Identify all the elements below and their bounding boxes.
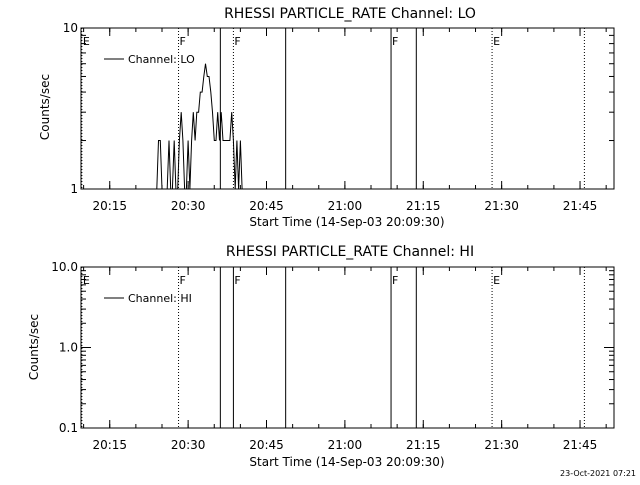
panel-lo-title: RHESSI PARTICLE_RATE Channel: LO <box>224 6 476 22</box>
panel-hi-ytick-label: 0.1 <box>59 421 78 435</box>
panel-hi-xtick-label: 21:30 <box>484 438 519 452</box>
panel-hi-xlabel: Start Time (14-Sep-03 20:09:30) <box>249 455 444 469</box>
panel-lo-event-label: F <box>392 35 398 48</box>
panel-hi-xtick-label: 20:30 <box>171 438 206 452</box>
panel-lo-event-label: E <box>83 35 90 48</box>
panel-hi-event-label: E <box>493 274 500 287</box>
panel-hi-event-label: F <box>392 274 398 287</box>
panel-hi-xtick-label: 21:00 <box>328 438 363 452</box>
panel-hi-xtick-label: 20:45 <box>249 438 284 452</box>
panel-lo-frame <box>80 27 615 190</box>
panel-lo-event-label: F <box>234 35 240 48</box>
panel-hi-ytick-label: 10.0 <box>51 260 78 274</box>
panel-hi-ylabel: Counts/sec <box>27 314 41 380</box>
panel-hi-xtick-label: 21:45 <box>563 438 598 452</box>
panel-lo-xlabel: Start Time (14-Sep-03 20:09:30) <box>249 215 444 229</box>
timestamp-footer: 23-Oct-2021 07:21 <box>560 469 636 478</box>
panel-lo-xtick-label: 20:30 <box>171 199 206 213</box>
panel-hi-event-label: F <box>180 274 186 287</box>
panel-lo-legend-label: Channel: LO <box>128 53 195 66</box>
chart-marks: 20:15 20:30 20:45 21:00 21:15 21:30 21:45 1 10 E F… <box>51 21 615 452</box>
panel-lo-xtick-label: 21:45 <box>563 199 598 213</box>
panel-lo-xtick-label: 21:15 <box>406 199 441 213</box>
panel-lo-ytick-label: 1 <box>70 182 78 196</box>
panel-lo-xtick-label: 21:00 <box>328 199 363 213</box>
panel-lo-xtick-label: 20:45 <box>249 199 284 213</box>
panel-hi-legend-label: Channel: HI <box>128 292 192 305</box>
panel-hi-title: RHESSI PARTICLE_RATE Channel: HI <box>226 244 474 260</box>
panel-lo-xtick-label: 21:30 <box>484 199 519 213</box>
panel-hi-xtick-label: 21:15 <box>406 438 441 452</box>
panel-hi-ytick-label: 1.0 <box>59 341 78 355</box>
panel-lo-event-label: F <box>180 35 186 48</box>
panel-lo-ytick-label: 10 <box>63 21 78 35</box>
panel-lo-ylabel: Counts/sec <box>38 74 52 140</box>
panel-lo-xtick-label: 20:15 <box>92 199 127 213</box>
panel-hi-event-label: F <box>234 274 240 287</box>
panel-lo-event-label: E <box>493 35 500 48</box>
panel-hi-xtick-label: 20:15 <box>92 438 127 452</box>
panel-hi-event-label: E <box>83 274 90 287</box>
panel-lo-series-line <box>156 63 243 190</box>
